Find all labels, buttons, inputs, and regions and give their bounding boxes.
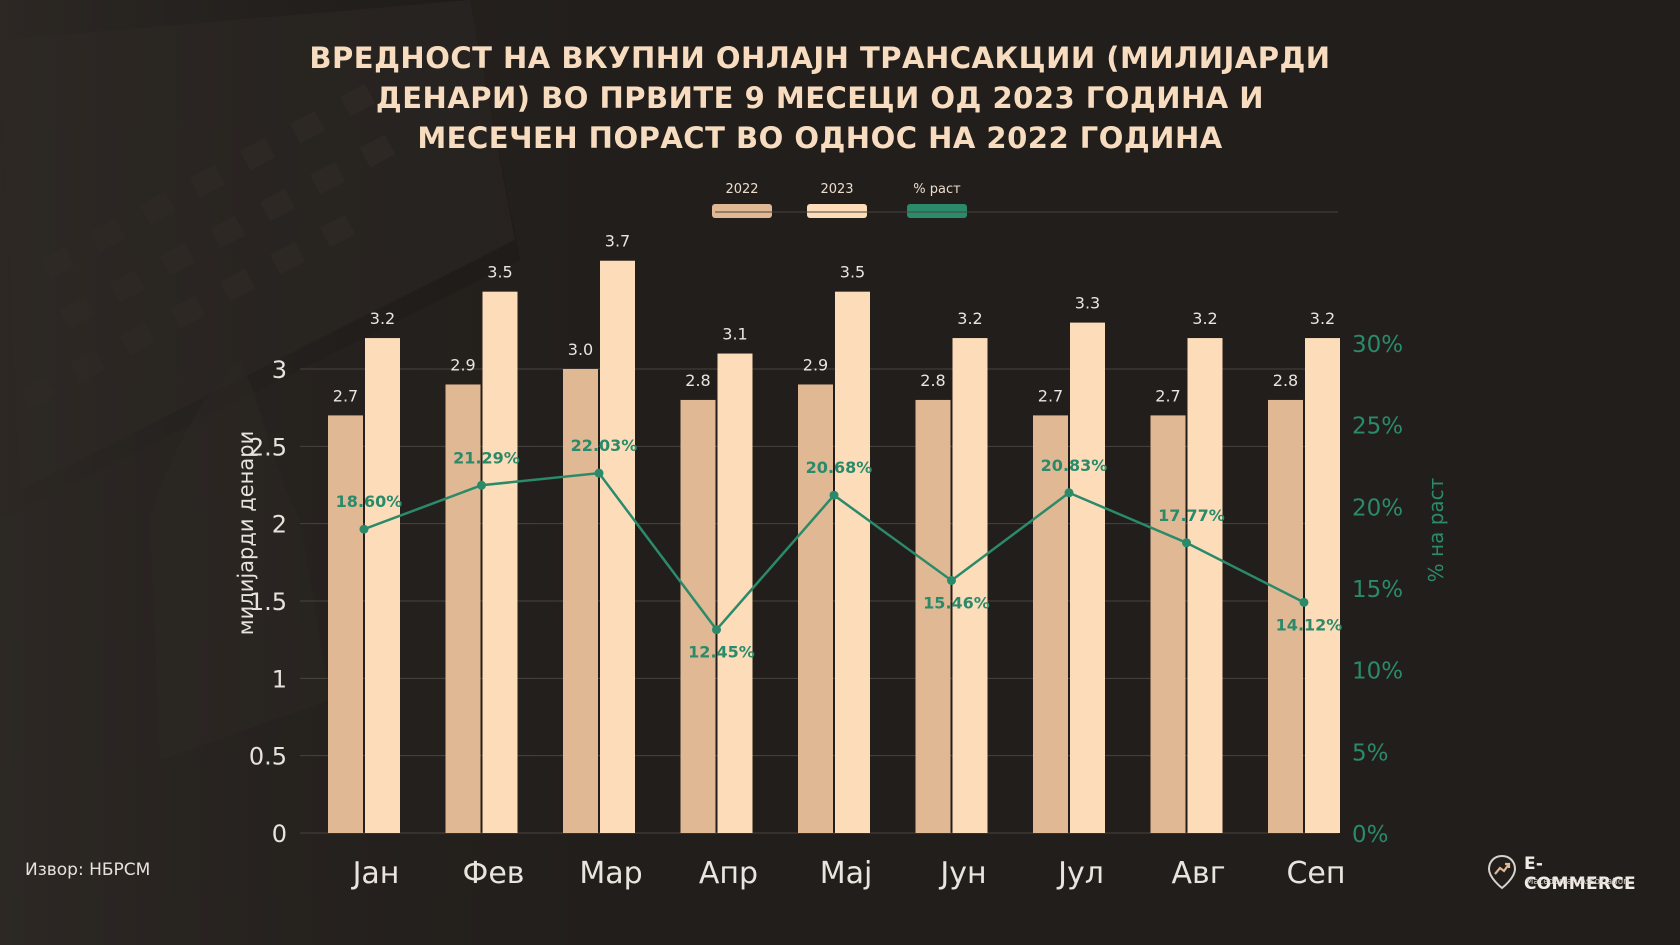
bar-2022 <box>1268 399 1303 833</box>
bar-value-label: 3.1 <box>722 325 747 344</box>
y2-tick-label: 20% <box>1352 495 1403 521</box>
source-note: Извор: НБРСМ <box>25 860 151 880</box>
growth-point <box>947 575 956 585</box>
y-tick-label: 2.5 <box>249 433 287 461</box>
y2-tick-label: 30% <box>1352 332 1403 358</box>
bar-value-label: 3.2 <box>370 309 395 328</box>
bar-value-label: 2.7 <box>1038 386 1063 405</box>
bar-2023 <box>1187 338 1223 833</box>
x-tick-label: Сеп <box>1286 856 1345 891</box>
x-tick-label: Јул <box>1056 856 1104 891</box>
bar-2023 <box>365 338 400 833</box>
y-tick-label: 0.5 <box>249 743 287 771</box>
growth-point <box>594 468 604 478</box>
legend-item-2022: 2022 <box>702 182 782 218</box>
bar-2023 <box>952 338 988 833</box>
bar-2022 <box>563 369 598 833</box>
growth-label: 15.46% <box>923 593 990 612</box>
growth-label: 12.45% <box>688 643 755 662</box>
y2-tick-label: 25% <box>1352 414 1403 440</box>
bar-2022 <box>680 399 716 833</box>
bar-value-label: 3.7 <box>605 232 630 251</box>
growth-label: 20.83% <box>1041 456 1108 475</box>
growth-label: 14.12% <box>1276 615 1343 634</box>
logo-icon <box>1487 854 1517 890</box>
growth-point <box>1182 538 1191 548</box>
y-tick-label: 3 <box>272 356 287 384</box>
bar-2022 <box>915 399 951 833</box>
bar-value-label: 2.7 <box>1155 386 1180 405</box>
x-tick-label: Фев <box>463 856 525 891</box>
growth-point <box>712 625 721 635</box>
growth-label: 18.60% <box>336 492 403 511</box>
bar-value-label: 2.9 <box>450 355 475 374</box>
chart-title: ВРЕДНОСТ НА ВКУПНИ ОНЛАЈН ТРАНСАКЦИИ (МИ… <box>309 41 1331 155</box>
growth-label: 22.03% <box>571 436 638 455</box>
legend-swatch <box>807 204 867 218</box>
bar-2022 <box>1150 415 1186 833</box>
bar-2023 <box>1305 338 1340 833</box>
bar-value-label: 3.2 <box>957 309 982 328</box>
y2-axis-title: % на раст <box>1424 477 1448 582</box>
bar-value-label: 3.3 <box>1075 294 1100 313</box>
y-tick-label: 0 <box>272 820 287 848</box>
bar-value-label: 3.2 <box>1192 309 1217 328</box>
growth-label: 17.77% <box>1158 506 1225 525</box>
x-tick-label: Апр <box>699 856 758 891</box>
legend-label: % раст <box>913 182 961 197</box>
y2-tick-label: 15% <box>1352 577 1403 603</box>
y2-tick-label: 10% <box>1352 659 1403 685</box>
x-tick-label: Авг <box>1172 856 1226 891</box>
logo-subtitle: Macedonian Association <box>1526 877 1629 887</box>
bar-2023 <box>1070 322 1105 833</box>
bar-value-label: 3.0 <box>568 340 593 359</box>
growth-point <box>829 490 839 500</box>
growth-label: 21.29% <box>453 448 520 467</box>
growth-point <box>359 524 369 534</box>
bar-value-label: 2.7 <box>333 386 358 405</box>
bar-value-label: 3.5 <box>487 263 512 282</box>
y-tick-label: 1.5 <box>249 588 287 616</box>
x-tick-label: Мај <box>820 856 873 891</box>
x-tick-label: Јан <box>351 856 400 891</box>
legend-swatch <box>712 204 772 218</box>
bar-2022 <box>798 384 833 833</box>
y2-tick-label: 0% <box>1352 822 1389 848</box>
x-tick-label: Мар <box>579 856 642 891</box>
bar-value-label: 2.8 <box>1273 371 1298 390</box>
logo-name: E-COMMERCE <box>1524 854 1636 894</box>
growth-point <box>1299 597 1309 607</box>
bar-value-label: 2.9 <box>803 355 828 374</box>
bar-2023 <box>600 260 635 833</box>
legend-item-2023: 2023 <box>797 182 877 218</box>
legend-swatch <box>907 204 967 218</box>
bar-value-label: 3.2 <box>1310 309 1335 328</box>
bar-2022 <box>1033 415 1068 833</box>
bar-value-label: 2.8 <box>920 371 945 390</box>
growth-point <box>1064 488 1074 498</box>
bar-2023 <box>482 291 518 834</box>
legend-label: 2023 <box>820 182 854 197</box>
y-tick-label: 2 <box>272 511 287 539</box>
y-tick-label: 1 <box>272 665 287 693</box>
y2-tick-label: 5% <box>1352 740 1389 766</box>
growth-point <box>477 480 486 490</box>
legend: 2022 2023 % раст <box>0 182 1680 232</box>
bar-2022 <box>328 415 363 833</box>
bar-value-label: 2.8 <box>685 371 710 390</box>
growth-label: 20.68% <box>806 458 873 477</box>
bar-2022 <box>445 384 481 833</box>
bar-value-label: 3.5 <box>840 263 865 282</box>
legend-item-growth: % раст <box>897 182 977 218</box>
brand-logo: E-COMMERCE Macedonian Association <box>1484 852 1644 894</box>
legend-label: 2022 <box>725 182 759 197</box>
x-tick-label: Јун <box>938 856 986 891</box>
y-axis-title: милијарди денари <box>234 431 258 635</box>
bar-2023 <box>835 291 870 834</box>
